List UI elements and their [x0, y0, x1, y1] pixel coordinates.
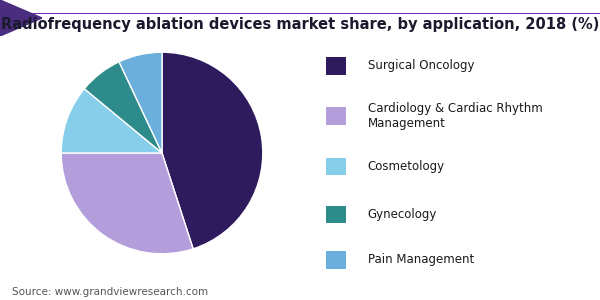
Text: Gynecology: Gynecology: [368, 208, 437, 221]
Wedge shape: [61, 153, 193, 254]
Text: Cardiology & Cardiac Rhythm
Management: Cardiology & Cardiac Rhythm Management: [368, 102, 542, 130]
Bar: [326, 57, 346, 75]
Bar: [326, 206, 346, 223]
Polygon shape: [0, 0, 42, 36]
Text: Source: www.grandviewresearch.com: Source: www.grandviewresearch.com: [12, 287, 208, 297]
Bar: [326, 107, 346, 125]
Wedge shape: [119, 52, 162, 153]
Text: Surgical Oncology: Surgical Oncology: [368, 59, 474, 72]
Text: Cosmetology: Cosmetology: [368, 160, 445, 173]
Text: Radiofrequency ablation devices market share, by application, 2018 (%): Radiofrequency ablation devices market s…: [1, 16, 599, 32]
Wedge shape: [61, 89, 162, 153]
Text: Pain Management: Pain Management: [368, 253, 474, 266]
Bar: [326, 158, 346, 176]
Wedge shape: [162, 52, 263, 249]
Bar: [326, 251, 346, 268]
Wedge shape: [85, 62, 162, 153]
